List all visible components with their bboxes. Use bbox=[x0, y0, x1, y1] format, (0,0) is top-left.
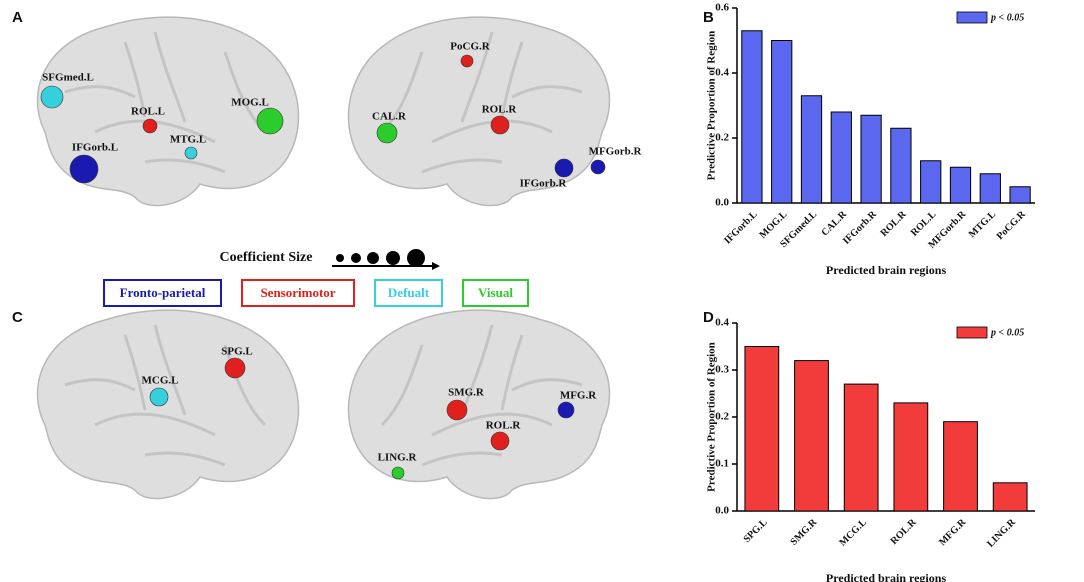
node-label: CAL.R bbox=[372, 111, 407, 123]
y-tick-label: 0.0 bbox=[715, 505, 729, 517]
brain-node bbox=[40, 85, 64, 109]
x-tick-label: MCG.L bbox=[837, 517, 869, 549]
legend-swatch bbox=[956, 11, 988, 24]
node-label: SPG.L bbox=[221, 346, 252, 358]
node-label: PoCG.R bbox=[450, 41, 490, 53]
legend-arrowhead bbox=[432, 262, 440, 270]
x-tick-label: ROL.R bbox=[879, 208, 910, 239]
node-label: IFGorb.R bbox=[520, 178, 568, 190]
bar bbox=[890, 127, 912, 204]
bar bbox=[860, 114, 882, 204]
x-axis-label: Predicted brain regions bbox=[826, 571, 947, 582]
panel-label: D bbox=[703, 309, 714, 326]
y-tick-label: 0.0 bbox=[715, 197, 729, 209]
panel-label: A bbox=[12, 9, 23, 26]
x-tick-label: MFG.R bbox=[937, 516, 969, 548]
x-axis-label: Predicted brain regions bbox=[826, 263, 947, 277]
x-tick-label: IFGorb.L bbox=[722, 209, 760, 247]
network-box bbox=[241, 279, 355, 307]
node-label: ROL.R bbox=[482, 104, 518, 116]
brain-node bbox=[69, 154, 99, 184]
bar bbox=[843, 383, 879, 512]
x-tick-label: LING.R bbox=[985, 516, 1018, 549]
x-tick-label: IFGorb.R bbox=[841, 208, 879, 246]
bar bbox=[830, 111, 852, 204]
network-name: Visual bbox=[478, 285, 513, 300]
node-label: SMG.R bbox=[448, 387, 485, 399]
brain-node bbox=[376, 122, 398, 144]
brain-node bbox=[446, 399, 468, 421]
panel-label: B bbox=[703, 9, 714, 26]
node-label: SFGmed.L bbox=[42, 72, 94, 84]
x-tick-label: ROL.R bbox=[889, 516, 920, 547]
network-name: Sensorimotor bbox=[260, 285, 335, 300]
brain-node bbox=[590, 159, 606, 175]
brain-node bbox=[391, 466, 405, 480]
network-box bbox=[462, 279, 529, 307]
network-box bbox=[374, 279, 443, 307]
y-tick-label: 0.1 bbox=[715, 458, 729, 470]
bar bbox=[794, 360, 829, 512]
bar bbox=[800, 95, 823, 204]
brain-node bbox=[256, 107, 284, 135]
node-label: MTG.L bbox=[170, 134, 206, 146]
network-name: Fronto-parietal bbox=[120, 285, 206, 300]
network-box bbox=[103, 279, 222, 307]
y-axis-label: Predictive Proportion of Region bbox=[706, 31, 718, 181]
y-tick-label: 0.2 bbox=[715, 411, 729, 423]
brain-node bbox=[490, 431, 510, 451]
size-dot bbox=[336, 254, 344, 262]
y-axis-label: Predictive Proportion of Region bbox=[706, 342, 718, 492]
legend-title: Coefficient Size bbox=[220, 250, 313, 265]
brain-left-c bbox=[36, 308, 301, 501]
bar bbox=[1009, 186, 1031, 204]
node-label: ROL.R bbox=[486, 420, 522, 432]
brain-node bbox=[149, 387, 169, 407]
brain-node bbox=[460, 54, 474, 68]
bar bbox=[943, 421, 978, 512]
y-tick-label: 0.6 bbox=[715, 2, 729, 14]
y-tick-label: 0.2 bbox=[715, 132, 729, 144]
node-label: ROL.L bbox=[131, 106, 165, 118]
brain-node bbox=[557, 401, 575, 419]
node-label: MFGorb.R bbox=[589, 146, 643, 158]
bar bbox=[771, 40, 793, 204]
x-tick-label: SMG.R bbox=[788, 516, 819, 547]
bar bbox=[979, 173, 1001, 204]
x-tick-label: PoCG.R bbox=[995, 208, 1029, 242]
bar bbox=[744, 346, 780, 512]
bar bbox=[992, 482, 1028, 512]
size-dot bbox=[367, 252, 379, 264]
legend-label: p < 0.05 bbox=[990, 12, 1024, 23]
bar bbox=[741, 30, 763, 204]
bar bbox=[893, 402, 929, 512]
brain-node bbox=[224, 357, 246, 379]
network-name: Defualt bbox=[388, 285, 430, 300]
brain-node bbox=[554, 158, 574, 178]
panel-label: C bbox=[12, 309, 23, 326]
size-dot bbox=[407, 249, 425, 267]
bar bbox=[920, 160, 942, 204]
size-dot bbox=[386, 251, 400, 265]
y-tick-label: 0.4 bbox=[715, 317, 729, 329]
node-label: LING.R bbox=[378, 452, 418, 464]
x-tick-label: SPG.L bbox=[742, 517, 770, 545]
x-tick-label: MTG.L bbox=[967, 209, 998, 240]
node-label: MCG.L bbox=[142, 375, 179, 387]
brain-node bbox=[490, 115, 510, 135]
node-label: MFG.R bbox=[560, 390, 597, 402]
brain-node bbox=[184, 146, 198, 160]
legend-label: p < 0.05 bbox=[990, 327, 1024, 338]
bar bbox=[949, 166, 972, 204]
y-tick-label: 0.3 bbox=[715, 364, 729, 376]
brain-node bbox=[142, 118, 158, 134]
node-label: IFGorb.L bbox=[72, 142, 118, 154]
node-label: MOG.L bbox=[231, 97, 269, 109]
y-tick-label: 0.4 bbox=[715, 67, 729, 79]
size-dot bbox=[351, 253, 361, 263]
legend-swatch bbox=[956, 326, 988, 339]
